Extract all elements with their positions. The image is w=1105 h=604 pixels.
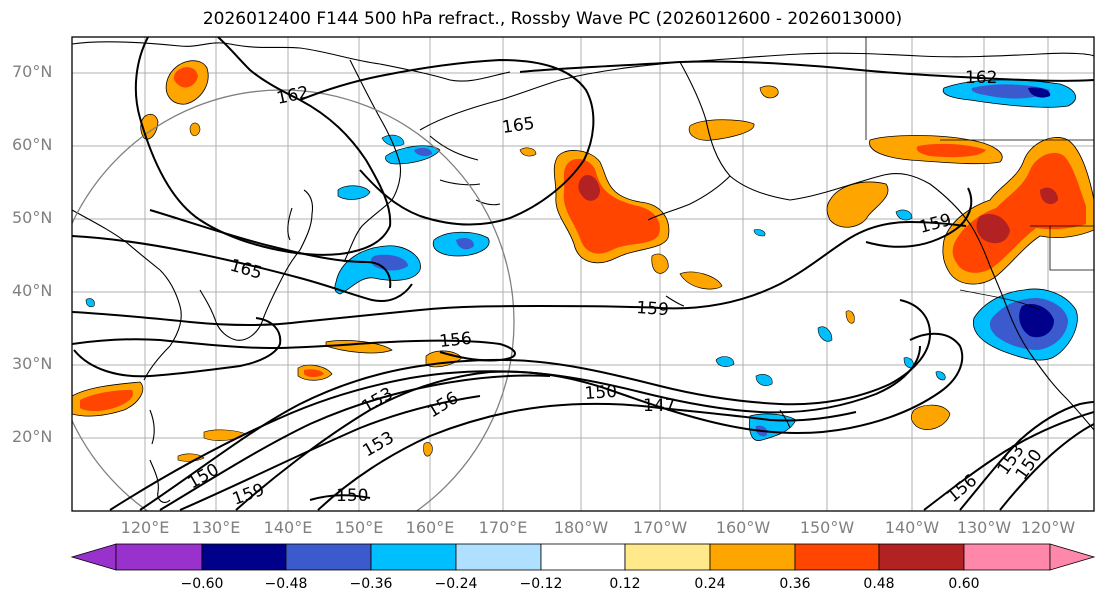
- colorbar-extend-high: [1050, 544, 1094, 570]
- colorbar-tick: 0.12: [595, 576, 655, 592]
- colorbar-bin: [879, 544, 964, 570]
- colorbar-bin: [710, 544, 795, 570]
- colorbar-tick: −0.60: [172, 576, 232, 592]
- colorbar-tick: 0.36: [765, 576, 825, 592]
- contour-label: 147: [643, 396, 675, 416]
- contour-label: 159: [636, 298, 670, 320]
- colorbar-tick: −0.36: [341, 576, 401, 592]
- contour-label: 162: [965, 68, 997, 88]
- colorbar-bin: [541, 544, 625, 570]
- colorbar-tick: −0.48: [256, 576, 316, 592]
- colorbar-bin: [795, 544, 879, 570]
- colorbar-bin: [964, 544, 1050, 570]
- colorbar: [72, 544, 1094, 570]
- contour-label: 156: [438, 329, 472, 352]
- colorbar-bin: [371, 544, 456, 570]
- colorbar-bin: [456, 544, 541, 570]
- colorbar-tick: −0.24: [426, 576, 486, 592]
- colorbar-tick: 0.48: [849, 576, 909, 592]
- colorbar-tick: 0.60: [934, 576, 994, 592]
- colorbar-bin: [625, 544, 710, 570]
- contour-label: 150: [584, 382, 618, 404]
- colorbar-tick: −0.12: [511, 576, 571, 592]
- colorbar-extend-low: [72, 544, 116, 570]
- colorbar-bin: [116, 544, 202, 570]
- colorbar-tick: 0.24: [680, 576, 740, 592]
- colorbar-bin: [202, 544, 286, 570]
- colorbar-bin: [286, 544, 371, 570]
- contour-label: 150: [336, 486, 368, 506]
